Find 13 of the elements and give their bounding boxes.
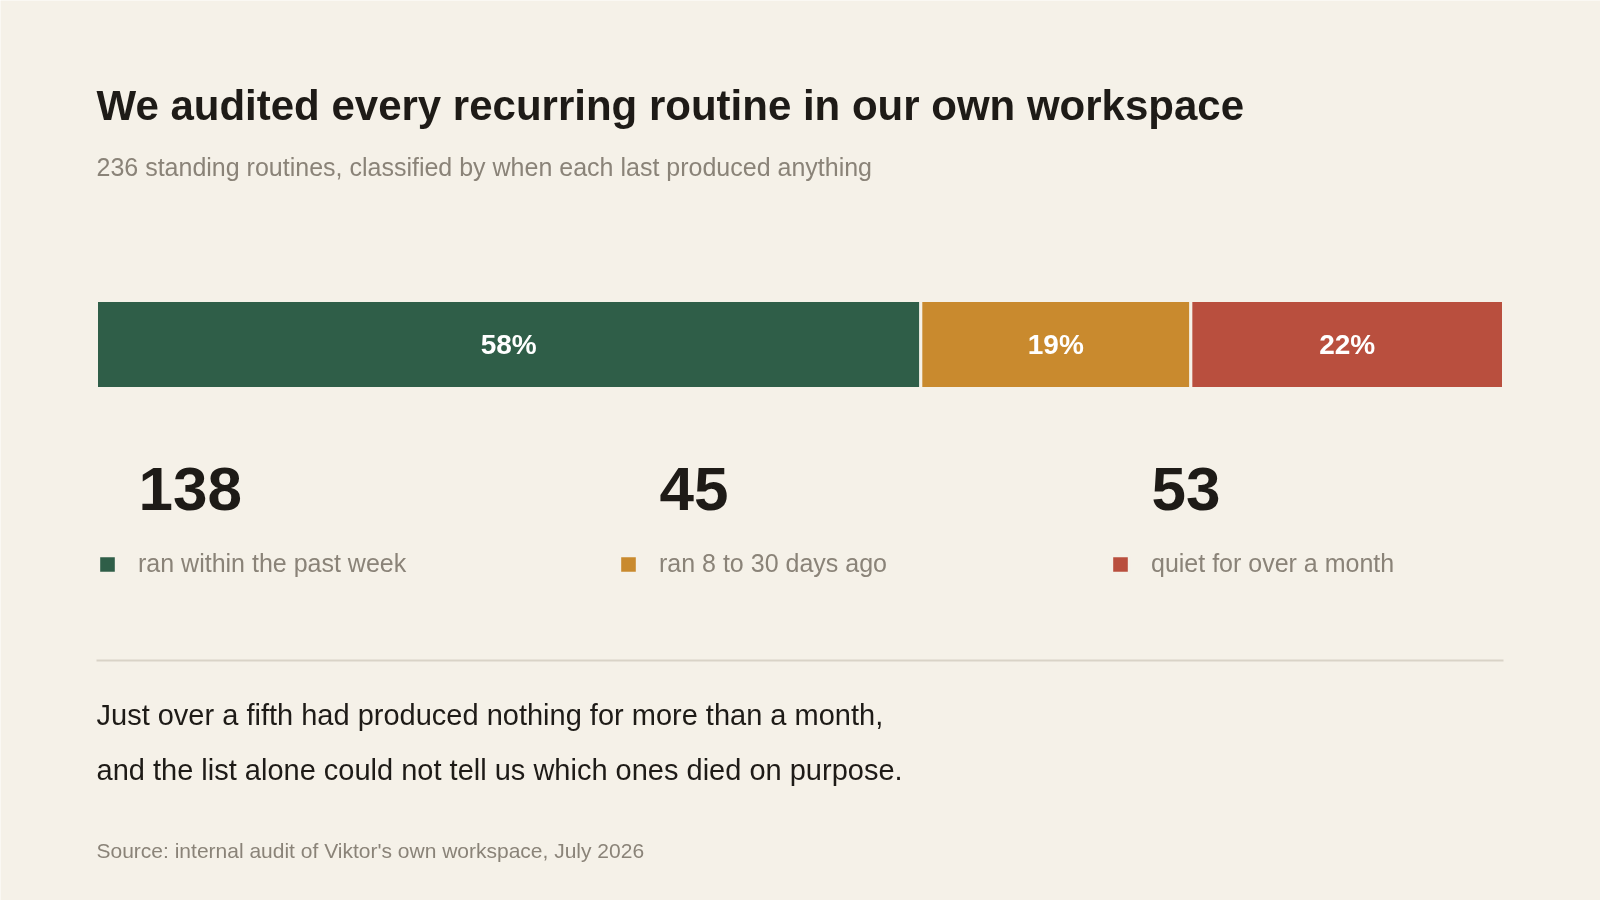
legend-label: ran 8 to 30 days ago (659, 549, 887, 578)
text: Just over a fifth had produced nothing for more than a month, and the list alone could not tell us which ones died on purpose. (96, 699, 903, 786)
data-label: 22% (1319, 329, 1376, 360)
data-label: 19% (1027, 329, 1084, 360)
text: 53 (1151, 453, 1221, 523)
source-note: Source: internal audit of Viktor's own workspace, July 2026 (96, 839, 645, 862)
data-label: 58% (480, 329, 537, 360)
chart-subtitle: 236 standing routines, classified by when each last produced anything (96, 152, 873, 181)
text: 45 (659, 453, 729, 523)
chart-title: We audited every recurring routine in our own workspace (96, 82, 1244, 129)
text: 138 (138, 453, 242, 523)
legend-label: quiet for over a month (1151, 549, 1395, 578)
legend-label: ran within the past week (138, 549, 407, 578)
